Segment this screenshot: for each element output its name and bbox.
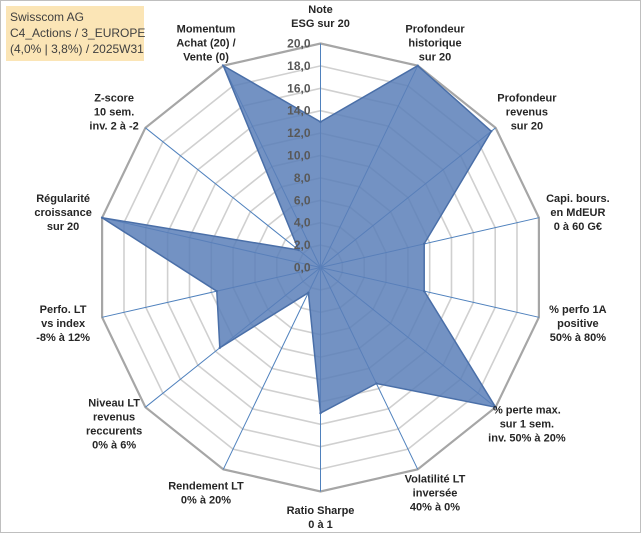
axis-label-line: Profondeur [497,93,557,105]
tick-label: 12,0 [287,126,311,140]
axis-label-line: Niveau LT [88,397,140,409]
data-point [423,242,426,245]
axis-label-line: sur 20 [419,51,451,63]
data-point [423,290,426,293]
tick-label: 14,0 [287,104,311,118]
axis-label-line: 0% à 20% [181,495,231,507]
axis-label: Volatilité LT inversée 40% à 0% [405,474,466,514]
axis-label: Capi. bours. en MdEUR 0 à 60 G€ [546,193,610,233]
data-point [297,248,300,252]
axis-label-line: Régularité [36,193,90,205]
axis-label-line: historique [408,37,461,49]
axis-label-line: Vente (0) [183,51,229,63]
axis-label: Ratio Sharpe 0 à 1 [287,505,355,531]
data-point [319,120,322,124]
axis-label-line: inv. 2 à -2 [89,121,138,133]
tick-label: 8,0 [294,171,311,185]
data-point [218,346,221,349]
axis-label: Régularité croissance sur 20 [34,193,91,233]
tick-label: 10,0 [287,149,311,163]
axis-label: % perte max. sur 1 sem. inv. 50% à 20% [488,404,566,444]
axis-label-line: revenus [93,411,135,423]
axis-label-line: -8% à 12% [36,332,90,344]
tick-label: 20,0 [287,37,311,51]
tick-label: 16,0 [287,81,311,95]
axis-spoke [145,127,321,268]
axis-label-line: % perte max. [493,404,561,416]
data-point [416,64,419,67]
axis-label: Momentum Achat (20) / Vente (0) [176,23,235,63]
axis-label-line: Ratio Sharpe [287,505,355,517]
axis-label-line: Capi. bours. [546,193,610,205]
axis-label-line: % perfo 1A [549,304,607,316]
axis-label-line: 10 sem. [94,107,134,119]
axis-label: Perfo. LT vs index -8% à 12% [36,304,90,344]
data-point [375,382,378,385]
axis-label-line: Note [308,4,332,16]
axis-label-line: 40% à 0% [410,502,460,514]
axis-label-line: Momentum [177,23,236,35]
data-point [319,411,322,415]
axis-label-line: Rendement LT [168,481,244,493]
data-point [222,64,225,67]
axis-label-line: Volatilité LT [405,474,466,486]
axis-label: Z-score 10 sem. inv. 2 à -2 [89,93,138,133]
axis-label: Niveau LT revenus reccurents 0% à 6% [86,397,142,451]
axis-label-line: en MdEUR [550,207,605,219]
tick-label: 6,0 [294,193,311,207]
axis-label-line: 0 à 60 G€ [554,221,602,233]
info-box: Swisscom AG C4_Actions / 3_EUROPE (4,0% … [6,6,146,61]
axis-label-line: positive [557,318,599,330]
axis-label-line: sur 20 [511,121,543,133]
axis-label-line: vs index [41,318,86,330]
series-layer [100,63,498,415]
label-layer: Note ESG sur 20 Profondeur historique sur 20… [34,4,609,531]
axis-label-line: croissance [34,207,91,219]
axis-label: Profondeur historique sur 20 [405,23,465,63]
axis-label-line: 0% à 6% [92,439,136,451]
data-point [490,130,493,133]
tick-label: 18,0 [287,59,311,73]
axis-label-line: 0 à 1 [308,519,332,531]
axis-label-line: sur 1 sem. [500,418,554,430]
axis-spoke [222,267,321,470]
tick-label: 4,0 [294,216,311,230]
axis-label: Rendement LT 0% à 20% [168,481,244,507]
axis-label-line: Perfo. LT [40,304,87,316]
axis-label: Note ESG sur 20 [291,4,350,30]
tick-label: 2,0 [294,238,311,252]
data-point [100,216,104,219]
tick-layer: 0,0 2,0 4,0 6,0 8,0 10,0 12,0 14,0 16,0 18,0 20,0 [287,37,311,275]
data-point [494,406,497,409]
axis-label-line: reccurents [86,425,142,437]
info-category: C4_Actions / 3_EUROPE [10,26,146,40]
data-point [215,290,218,293]
axis-label-line: Achat (20) / [176,37,235,49]
axis-label-line: Profondeur [405,23,465,35]
info-company-name: Swisscom AG [10,10,85,24]
axis-label-line: inversée [413,488,458,500]
axis-label-line: ESG sur 20 [291,18,350,30]
data-point [307,291,310,294]
axis-label-line: revenus [506,107,548,119]
info-period: (4,0% | 3,8%) / 2025W31 [10,42,144,56]
axis-label: % perfo 1A positive 50% à 80% [549,304,607,344]
axis-label-line: 50% à 80% [550,332,606,344]
axis-label: Profondeur revenus sur 20 [497,93,557,133]
axis-label-line: inv. 50% à 20% [488,432,566,444]
axis-label-line: sur 20 [47,221,79,233]
tick-label: 0,0 [294,261,311,275]
axis-label-line: Z-score [94,93,134,105]
